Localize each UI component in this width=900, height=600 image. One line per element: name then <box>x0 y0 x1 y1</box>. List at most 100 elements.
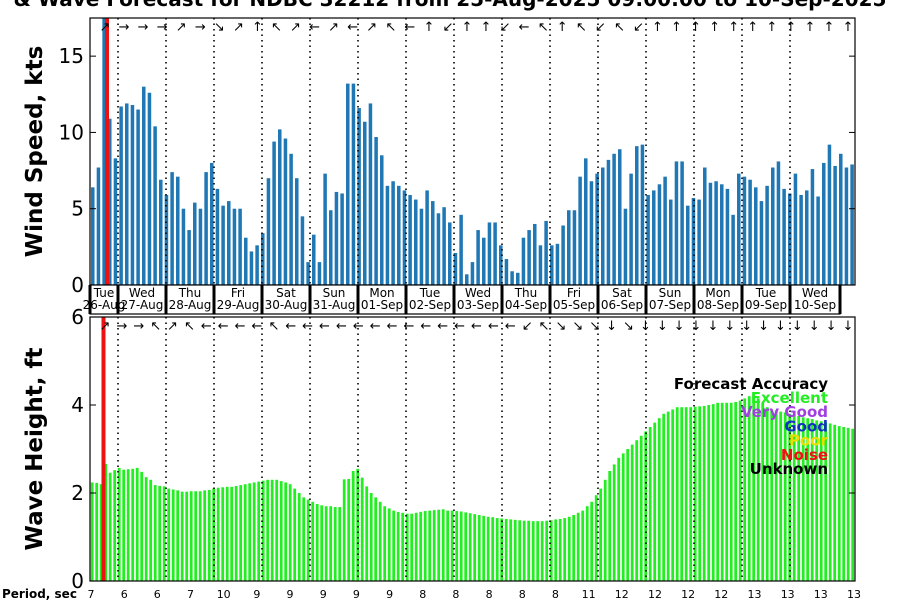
bar <box>419 208 424 285</box>
bar <box>734 401 738 581</box>
period-value: 12 <box>648 588 662 600</box>
bar <box>470 262 475 285</box>
bar <box>278 129 282 285</box>
bar <box>405 513 409 581</box>
bar <box>180 491 184 581</box>
bar <box>99 484 103 581</box>
direction-arrow: ↖ <box>268 319 279 334</box>
direction-arrow: ↓ <box>775 319 786 334</box>
direction-arrow: ↓ <box>741 319 752 334</box>
bar <box>315 504 319 581</box>
bar <box>714 181 718 285</box>
bar <box>255 245 259 285</box>
bar <box>295 178 299 285</box>
bar <box>697 199 701 285</box>
direction-arrow: ↓ <box>826 319 837 334</box>
bar <box>850 164 854 285</box>
bar <box>365 486 369 581</box>
direction-arrow: ↑ <box>843 20 854 35</box>
y-tick-label: 4 <box>71 393 84 417</box>
bar <box>185 491 189 581</box>
bar <box>194 491 198 581</box>
day-date: 26-Aug <box>83 298 126 312</box>
legend-item: Good <box>784 417 828 435</box>
bar <box>272 141 276 285</box>
bar <box>567 516 571 581</box>
bar <box>368 103 373 285</box>
bar <box>711 404 715 581</box>
bar <box>125 103 129 285</box>
bar <box>392 510 396 581</box>
day-date: 08-Sep <box>697 298 739 312</box>
direction-arrow: ↑ <box>804 20 815 35</box>
bar <box>635 440 639 581</box>
day-date: 30-Aug <box>265 298 308 312</box>
bar <box>96 167 101 285</box>
direction-arrow: ↗ <box>233 20 244 35</box>
y-tick-label: 0 <box>71 569 84 593</box>
bar <box>428 510 432 581</box>
bar <box>689 407 693 581</box>
bar <box>797 416 801 581</box>
bar <box>374 137 378 285</box>
bar <box>357 108 361 286</box>
bar <box>312 234 316 285</box>
bar <box>284 482 288 581</box>
bar <box>666 411 670 581</box>
bar <box>663 176 667 285</box>
bar <box>806 418 810 581</box>
direction-arrow: ↗ <box>366 20 377 35</box>
direction-arrow: ↑ <box>462 20 473 35</box>
bar <box>799 194 803 285</box>
bar <box>844 167 849 285</box>
bar <box>477 515 481 581</box>
direction-arrow: ↑ <box>652 20 663 35</box>
direction-arrow: ↓ <box>674 319 685 334</box>
bar <box>482 237 486 285</box>
bar <box>491 517 495 581</box>
bar <box>140 471 144 581</box>
bar <box>113 158 118 285</box>
bar <box>306 262 310 285</box>
bar <box>333 507 337 581</box>
bar <box>815 420 819 581</box>
bar <box>648 427 652 581</box>
bar <box>686 205 690 285</box>
bar <box>198 208 203 285</box>
bar <box>453 252 458 285</box>
bar <box>626 449 630 581</box>
bar <box>833 165 837 285</box>
bar <box>486 516 490 581</box>
bar <box>846 427 850 581</box>
bar <box>210 162 214 285</box>
bar <box>612 153 616 285</box>
bar <box>618 149 622 285</box>
bar <box>283 138 288 285</box>
day-name: Wed <box>802 286 828 300</box>
bar <box>334 191 339 285</box>
bar <box>369 493 373 581</box>
bar <box>693 406 697 581</box>
bar <box>550 245 554 285</box>
bar <box>788 413 792 581</box>
bar <box>819 421 823 581</box>
bar <box>522 520 526 581</box>
bar <box>207 489 211 581</box>
direction-arrow: ← <box>353 319 364 334</box>
bar <box>536 521 540 581</box>
figure-title: & Wave Forecast for NDBC 32212 from 25-A… <box>14 0 887 11</box>
direction-arrow: ← <box>437 319 448 334</box>
bar <box>748 179 752 285</box>
direction-arrow: ↙ <box>522 319 533 334</box>
bar <box>293 488 297 581</box>
bar <box>464 512 468 581</box>
bar <box>754 187 758 285</box>
bar <box>347 478 351 581</box>
bar <box>639 435 643 581</box>
day-name: Tue <box>419 286 441 300</box>
bar <box>423 511 427 581</box>
direction-arrow: ← <box>309 20 320 35</box>
bar <box>441 509 445 581</box>
bar <box>113 470 117 581</box>
bar <box>391 181 395 285</box>
